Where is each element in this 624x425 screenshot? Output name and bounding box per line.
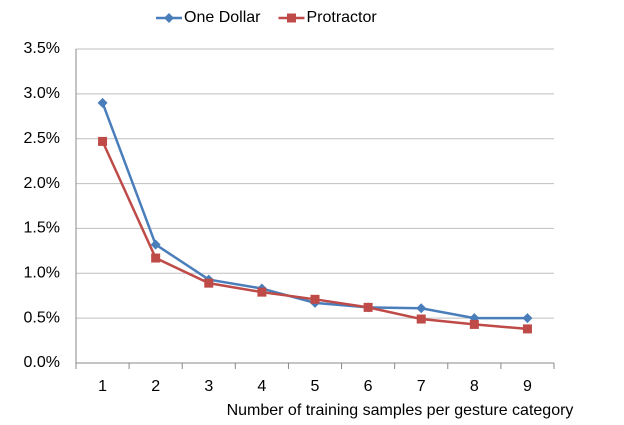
y-tick-label: 3.0%	[24, 85, 60, 102]
data-point	[522, 324, 532, 334]
y-tick-label: 2.0%	[24, 175, 60, 192]
legend-label: Protractor	[306, 9, 377, 26]
data-point	[97, 97, 108, 108]
data-point	[204, 278, 214, 288]
data-point	[151, 253, 161, 263]
x-tick-label: 5	[311, 378, 320, 395]
x-tick-label: 4	[257, 378, 266, 395]
y-tick-label: 2.5%	[24, 130, 60, 147]
data-point	[416, 314, 426, 324]
x-tick-label: 6	[364, 378, 373, 395]
y-tick-label: 1.0%	[24, 265, 60, 282]
y-tick-label: 0.0%	[24, 354, 60, 371]
legend-marker	[164, 13, 174, 23]
data-point	[469, 319, 479, 329]
y-tick-label: 1.5%	[24, 220, 60, 237]
data-point	[98, 136, 108, 146]
legend-label: One Dollar	[184, 9, 261, 26]
y-tick-label: 3.5%	[24, 40, 60, 57]
x-tick-label: 2	[151, 378, 160, 395]
x-tick-label: 1	[98, 378, 107, 395]
legend-marker	[286, 13, 296, 23]
data-point	[310, 294, 320, 304]
data-point	[257, 287, 267, 297]
series-line	[101, 102, 528, 320]
data-point	[522, 313, 533, 324]
x-tick-label: 8	[470, 378, 479, 395]
y-tick-label: 0.5%	[24, 309, 60, 326]
data-point	[150, 239, 161, 250]
x-axis-label: Number of training samples per gesture c…	[227, 402, 574, 419]
data-point	[416, 303, 427, 314]
x-tick-label: 7	[417, 378, 426, 395]
x-tick-label: 3	[204, 378, 213, 395]
data-point	[363, 302, 373, 312]
x-tick-label: 9	[523, 378, 532, 395]
